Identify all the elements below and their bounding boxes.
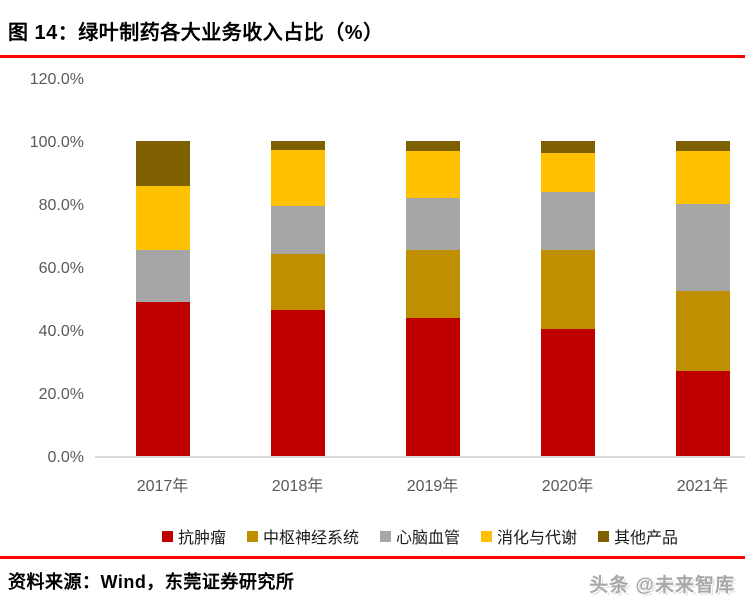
source-note: 资料来源：Wind，东莞证券研究所 [8,572,295,592]
bar-segment-cns [405,250,460,318]
y-axis-tick-label: 120.0% [29,71,84,88]
legend-label: 其他产品 [614,530,679,547]
bar-segment-others [135,141,190,187]
bar-segment-oncology [270,310,325,456]
bar-slot [230,80,365,456]
legend-label: 中枢神经系统 [262,530,359,547]
legend-item-cns: 中枢神经系统 [246,524,359,548]
legend-item-oncology: 抗肿瘤 [161,524,226,548]
x-axis: 2017年 2018年 2019年 2020年 2021年 [95,472,745,496]
y-axis-tick-label: 20.0% [38,386,84,403]
bar-segment-cns [270,254,325,311]
bar-segment-cardio [135,250,190,303]
bar-segment-cns [675,290,730,371]
legend-swatch-cardio [379,530,391,542]
legend-swatch-oncology [161,530,173,542]
y-axis-tick-label: 40.0% [38,323,84,340]
bar-segment-cardio [405,198,460,251]
bar-segment-oncology [540,329,595,456]
bar-segment-others [540,141,595,153]
bar-segment-metabolism [135,186,190,250]
bar-segment-cardio [540,192,595,250]
bar-segment-others [270,141,325,151]
x-axis-label: 2021年 [676,478,729,495]
y-axis-tick-label: 80.0% [38,197,84,214]
bar-slot [365,80,500,456]
bar-segment-oncology [135,302,190,456]
bar-segment-cns [540,249,595,330]
bar-segment-oncology [675,370,730,456]
legend-item-others: 其他产品 [598,524,678,548]
figure-title: 图 14：绿叶制药各大业务收入占比（%） [8,22,384,44]
watermark: 头条 @未来智库 [589,575,735,596]
x-axis-label: 2017年 [136,478,189,495]
x-axis-label: 2018年 [271,478,324,495]
y-axis: 0.0% 20.0% 40.0% 60.0% 80.0% 100.0% 120.0% [0,60,84,520]
bar-2017 [135,141,190,456]
y-axis-tick-label: 0.0% [47,449,84,466]
legend-item-metabolism: 消化与代谢 [481,524,577,548]
legend-swatch-metabolism [481,530,492,542]
y-axis-tick-label: 60.0% [38,260,84,277]
bar-segment-oncology [405,317,460,456]
bar-2018 [270,141,325,456]
bar-2021 [675,141,730,456]
title-divider [0,55,745,58]
legend-label: 消化与代谢 [497,530,578,547]
bar-segment-cardio [675,204,730,291]
bar-segment-metabolism [405,151,460,199]
bar-slot [95,80,230,456]
bar-slot [500,80,635,456]
bar-segment-cardio [270,206,325,255]
chart-legend: 抗肿瘤 中枢神经系统 心脑血管 消化与代谢 其他产品 [95,524,745,548]
bar-2020 [540,141,595,456]
legend-label: 心脑血管 [395,530,460,547]
bar-segment-others [675,141,730,152]
stacked-bar-chart: 0.0% 20.0% 40.0% 60.0% 80.0% 100.0% 120.0% 201… [0,60,745,547]
plot-area [95,80,745,458]
footer-divider [0,556,745,559]
bar-segment-metabolism [540,152,595,193]
legend-swatch-cns [246,530,258,542]
y-axis-tick-label: 100.0% [29,134,84,151]
x-axis-label: 2019年 [406,478,459,495]
bar-segment-metabolism [675,151,730,205]
bar-2019 [405,141,460,456]
bar-segment-others [405,141,460,152]
legend-label: 抗肿瘤 [177,530,226,547]
legend-item-cardio: 心脑血管 [379,524,460,548]
bar-segment-metabolism [270,150,325,207]
x-axis-label: 2020年 [541,478,594,495]
legend-swatch-others [598,530,610,542]
bar-slot [635,80,745,456]
